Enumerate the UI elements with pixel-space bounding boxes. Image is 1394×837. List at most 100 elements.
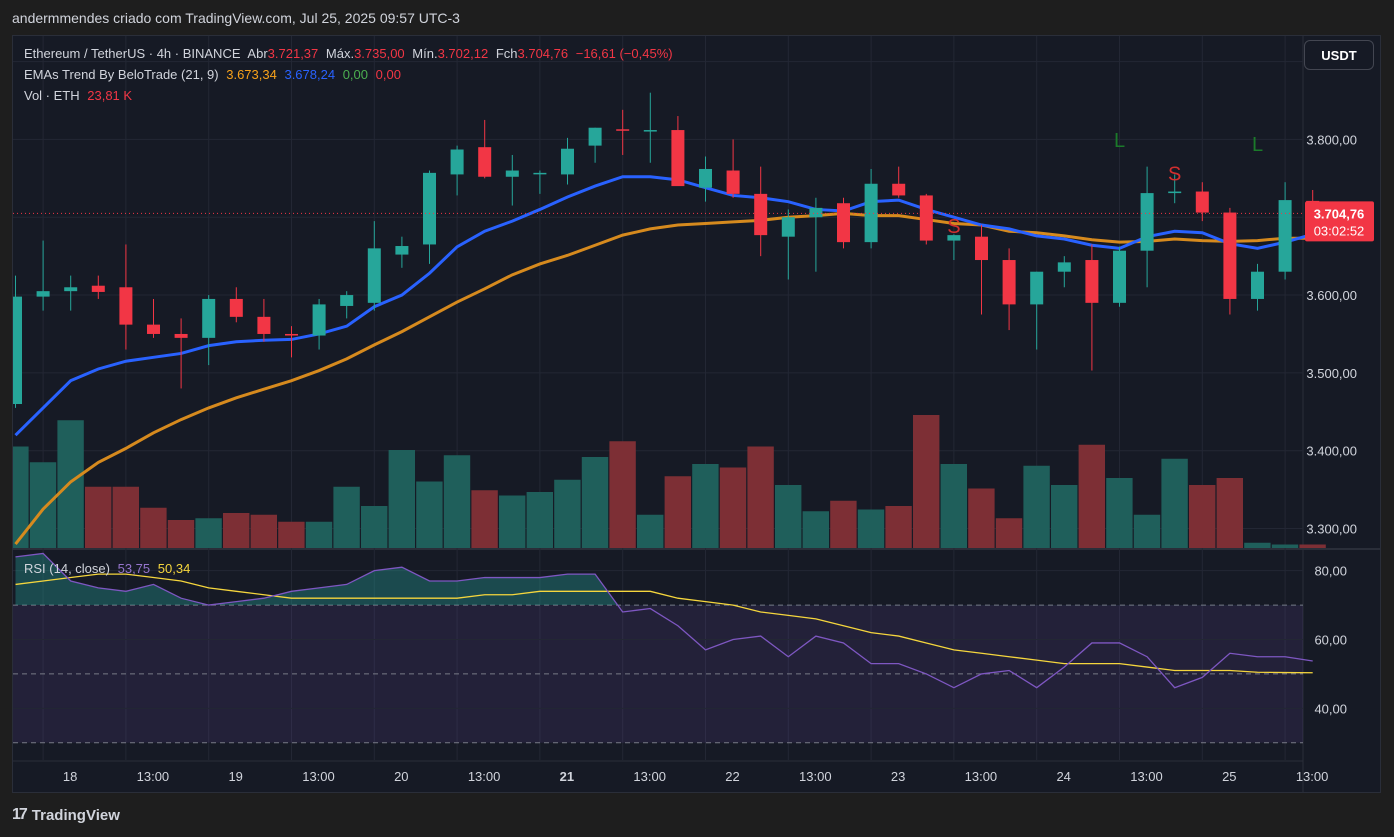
rsi-pane[interactable] xyxy=(13,550,1303,760)
candle-body xyxy=(726,170,740,194)
volume-bar xyxy=(1051,485,1078,548)
price-pane[interactable] xyxy=(13,36,1303,548)
candle-body xyxy=(533,172,547,175)
candle-body xyxy=(1085,260,1099,303)
time-axis-label: 13:00 xyxy=(1296,769,1329,784)
time-axis-label: 22 xyxy=(725,769,739,784)
time-axis-label: 18 xyxy=(63,769,77,784)
volume-bar xyxy=(13,446,29,548)
volume-legend[interactable]: Vol · ETH 23,81 K xyxy=(24,88,136,103)
change-value: −16,61 (−0,45%) xyxy=(575,46,673,61)
time-axis-label: 25 xyxy=(1222,769,1236,784)
candle-body xyxy=(754,193,768,236)
candle-body xyxy=(837,203,850,243)
candle-body xyxy=(699,168,712,188)
time-axis-label: 19 xyxy=(228,769,242,784)
volume-bar xyxy=(802,511,829,548)
last-price-value: 3.704,76 xyxy=(1314,206,1365,221)
price-axis-label: 3.300,00 xyxy=(1306,522,1357,537)
volume-bar xyxy=(250,514,277,548)
time-axis-label: 13:00 xyxy=(1130,769,1163,784)
time-axis-label: 13:00 xyxy=(633,769,666,784)
time-axis-label: 24 xyxy=(1056,769,1070,784)
volume-bar xyxy=(1023,465,1050,548)
candle-body xyxy=(864,183,878,243)
symbol-legend[interactable]: Ethereum / TetherUS · 4h · BINANCE Abr3.… xyxy=(24,46,677,61)
volume-bar xyxy=(1161,458,1188,548)
open-value: 3.721,37 xyxy=(267,46,319,61)
time-axis-label: 13:00 xyxy=(137,769,170,784)
high-value: 3.735,00 xyxy=(354,46,405,61)
volume-bar xyxy=(499,495,526,548)
volume-bar xyxy=(775,485,802,548)
signal-short-label: S xyxy=(947,216,960,238)
time-axis-label: 23 xyxy=(891,769,905,784)
volume-bar xyxy=(471,490,498,548)
volume-bar xyxy=(1299,544,1326,548)
signal-long-label: L xyxy=(1114,130,1125,152)
candle-body xyxy=(588,127,602,146)
close-label: Fch xyxy=(495,46,518,61)
candle-body xyxy=(285,333,298,336)
volume-bar xyxy=(278,521,305,548)
rsi-ma-line xyxy=(15,573,1313,674)
candle-body xyxy=(257,316,271,334)
candle-body xyxy=(229,298,243,317)
candle-body xyxy=(975,236,988,261)
volume-bar xyxy=(1078,444,1105,548)
volume-bar xyxy=(1271,544,1299,548)
candle-body xyxy=(809,207,823,218)
volume-bar xyxy=(913,415,940,548)
candle-body xyxy=(1030,271,1044,305)
rsi-ma-value: 50,34 xyxy=(157,561,191,576)
volume-bar xyxy=(167,520,195,548)
ema-value-1: 3.673,34 xyxy=(226,67,277,82)
volume-bar xyxy=(305,521,333,548)
candle-body xyxy=(1223,212,1237,299)
volume-bar xyxy=(995,518,1023,548)
candle-body xyxy=(13,296,22,405)
candle-body xyxy=(1057,262,1071,272)
last-price-countdown: 03:02:52 xyxy=(1314,223,1365,238)
candle-body xyxy=(947,235,961,241)
time-axis-label: 13:00 xyxy=(468,769,501,784)
time-axis-label: 13:00 xyxy=(799,769,832,784)
volume-bar xyxy=(526,492,553,548)
tradingview-logo[interactable]: 17 TradingView xyxy=(12,806,120,824)
volume-bar xyxy=(719,467,747,548)
rsi-line xyxy=(15,552,1313,689)
signal-short-label: S xyxy=(1168,164,1181,186)
rsi-indicator-name[interactable]: RSI (14, close) xyxy=(24,561,110,576)
volume-bar xyxy=(692,464,719,548)
close-value: 3.704,76 xyxy=(517,46,569,61)
rsi-overbought-fill xyxy=(15,553,618,606)
volume-indicator-name[interactable]: Vol · ETH xyxy=(24,88,80,103)
volume-bar xyxy=(333,486,360,548)
candle-body xyxy=(340,295,354,306)
candle-body xyxy=(1168,191,1182,194)
symbol-title[interactable]: Ethereum / TetherUS · 4h · BINANCE xyxy=(24,46,241,61)
volume-bar xyxy=(112,486,139,548)
signal-long-label: L xyxy=(1252,134,1263,156)
candle-body xyxy=(312,304,326,336)
volume-value: 23,81 K xyxy=(87,88,133,103)
rsi-legend[interactable]: RSI (14, close) 53,75 50,34 xyxy=(24,561,194,576)
time-axis-label: 13:00 xyxy=(965,769,998,784)
volume-bar xyxy=(85,486,112,548)
brand-name: TradingView xyxy=(31,806,120,824)
volume-bar xyxy=(554,479,581,548)
price-axis-label: 3.400,00 xyxy=(1306,444,1357,459)
volume-bar xyxy=(940,464,967,548)
ema-fast-line xyxy=(14,175,1314,437)
ema-indicator-name[interactable]: EMAs Trend By BeloTrade (21, 9) xyxy=(24,67,219,82)
candle-body xyxy=(478,147,492,177)
low-label: Mín. xyxy=(412,46,438,61)
ema-legend[interactable]: EMAs Trend By BeloTrade (21, 9) 3.673,34… xyxy=(24,67,405,82)
candle-body xyxy=(505,170,519,177)
currency-button[interactable]: USDT xyxy=(1304,40,1374,70)
candle-body xyxy=(91,285,105,292)
time-axis-label: 20 xyxy=(394,769,408,784)
volume-bar xyxy=(1189,485,1216,548)
